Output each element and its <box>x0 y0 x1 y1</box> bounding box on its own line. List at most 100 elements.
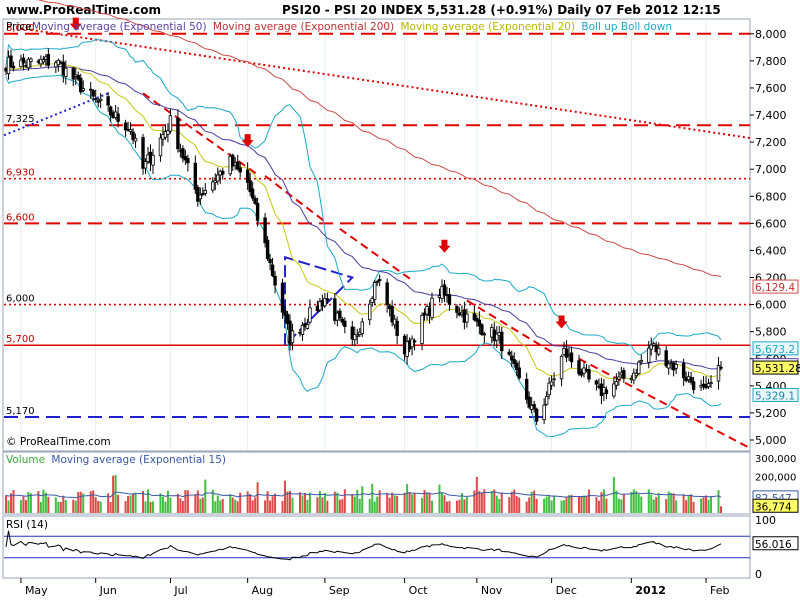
candle-body <box>283 310 287 316</box>
candle-body <box>549 381 554 386</box>
candle-body <box>211 181 215 191</box>
volume-bar <box>495 495 498 513</box>
candle-body <box>231 154 235 167</box>
candle-body <box>689 376 693 383</box>
candle-body <box>622 370 626 379</box>
volume-bar <box>560 500 563 513</box>
volume-bar <box>720 506 722 513</box>
volume-bar <box>236 501 239 513</box>
candle-body <box>250 188 255 199</box>
x-tick-label: May <box>25 584 48 597</box>
volume-bar <box>670 493 673 513</box>
volume-bar <box>216 495 219 513</box>
candle-body <box>634 373 638 377</box>
volume-bar <box>652 499 655 513</box>
candle-body <box>719 366 723 369</box>
candle-body <box>350 326 354 340</box>
candle-body <box>255 202 260 221</box>
candle-body <box>604 389 609 395</box>
volume-bar <box>553 495 556 513</box>
volume-bar <box>301 495 304 513</box>
price-tick-label: 7,800 <box>755 55 787 68</box>
volume-bar <box>306 499 309 513</box>
x-tick-label: Sep <box>329 584 350 597</box>
watermark: © ProRealTime.com <box>6 436 111 448</box>
volume-bar <box>620 499 623 513</box>
volume-bar <box>9 493 12 513</box>
candle-body <box>300 324 305 335</box>
candle-body <box>515 362 519 370</box>
sell-arrow <box>241 134 254 148</box>
candle-body <box>472 313 477 321</box>
volume-bar <box>82 493 85 513</box>
volume-bar <box>24 500 27 513</box>
volume-bar <box>181 500 184 513</box>
candle-body <box>527 396 531 408</box>
level-label: 6,000 <box>6 294 35 305</box>
trendline-segment <box>466 299 555 355</box>
candle-body <box>547 382 551 396</box>
volume-bar <box>219 500 222 513</box>
volume-bar <box>266 491 269 513</box>
volume-bar <box>528 497 531 513</box>
x-tick-label: Jul <box>173 584 187 597</box>
price-tick-label: 5,800 <box>755 326 787 339</box>
moving-averages <box>5 0 722 380</box>
volume-bar <box>271 496 274 513</box>
volume-bar <box>159 493 162 513</box>
volume-bar <box>657 493 660 513</box>
volume-bar <box>5 495 7 513</box>
volume-bar <box>72 499 75 513</box>
horizontal-levels: 8,000 7,325 6,930 6,600 6,000 5,700 5,170 <box>4 23 750 418</box>
axes: 8,000 7,800 7,600 7,400 7,200 7,000 6,800 6,600… <box>20 28 800 597</box>
volume-bar <box>498 499 501 513</box>
volume-bar <box>545 496 548 513</box>
volume-bar <box>650 494 653 513</box>
volume-bar <box>298 492 301 513</box>
volume-bar <box>533 490 536 513</box>
price-tick-label: 7,400 <box>755 109 787 122</box>
volume-bar <box>373 501 376 513</box>
volume-bar <box>570 494 573 513</box>
candle-body <box>420 314 424 344</box>
volume-bar <box>196 490 199 513</box>
candle-body <box>333 298 337 321</box>
candle-body <box>360 321 364 335</box>
rsi-line <box>4 530 750 561</box>
volume-bar <box>665 499 668 513</box>
volume-bar <box>500 492 503 513</box>
candle-body <box>544 396 549 405</box>
volume-bar <box>361 486 364 513</box>
candle-body <box>500 331 504 352</box>
volume-bar <box>682 494 685 513</box>
candle-body <box>93 98 98 100</box>
volume-bar <box>465 496 468 513</box>
rsi-legend: RSI (14) <box>6 519 48 531</box>
volume-bar <box>358 498 361 513</box>
candle-body <box>176 117 180 150</box>
volume-bar <box>406 484 409 513</box>
volume-bar <box>717 490 720 513</box>
rsi-value-box <box>752 536 799 551</box>
candle-body <box>98 98 103 102</box>
volume-bar <box>525 501 528 513</box>
volume-bar <box>92 490 95 513</box>
volume-bar <box>640 496 643 513</box>
price-tick-label: 5,000 <box>755 434 787 447</box>
level-label: 5,170 <box>6 406 35 417</box>
volume-bar <box>411 494 414 513</box>
candle-body <box>594 380 599 385</box>
candle-body <box>305 324 310 329</box>
level-label: 7,325 <box>6 114 35 125</box>
volume-bar <box>388 497 391 513</box>
price-tick-label: 5,200 <box>755 407 787 420</box>
candle-body <box>133 137 138 142</box>
volume-bar <box>687 495 690 513</box>
candle-body <box>532 404 536 409</box>
volume-bar <box>550 500 553 513</box>
sell-arrow <box>555 315 568 329</box>
trendline-segment <box>264 175 328 225</box>
volume-bar <box>421 497 424 513</box>
signal-arrows <box>69 17 568 329</box>
